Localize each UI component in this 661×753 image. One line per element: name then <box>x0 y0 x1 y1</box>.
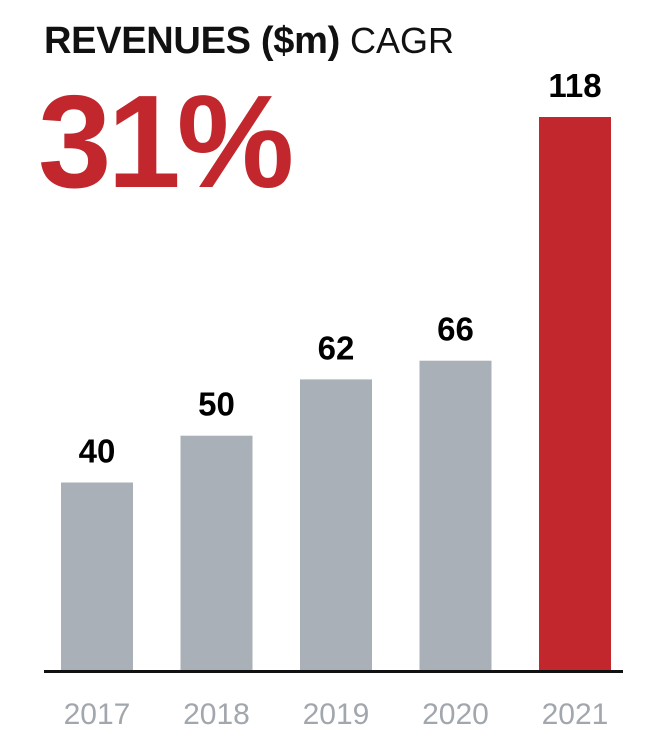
value-label-2018: 50 <box>198 386 235 423</box>
value-label-2019: 62 <box>318 329 355 366</box>
bar-2018 <box>180 435 253 670</box>
x-tick-2017: 2017 <box>64 698 131 731</box>
bar-2020 <box>419 360 492 670</box>
value-label-2020: 66 <box>437 311 474 348</box>
chart-title: REVENUES ($m) CAGR <box>44 20 454 63</box>
title-text: REVENUES ($m) <box>44 20 340 62</box>
subtitle-text: CAGR <box>349 20 454 61</box>
value-label-2021: 118 <box>548 67 601 104</box>
x-tick-2019: 2019 <box>303 698 370 731</box>
bar-2021 <box>539 117 611 670</box>
x-tick-2018: 2018 <box>183 698 250 731</box>
x-tick-2021: 2021 <box>542 698 609 731</box>
bar-2019 <box>300 379 372 670</box>
bar-2017 <box>61 482 133 670</box>
cagr-value: 31% <box>38 68 294 215</box>
value-label-2017: 40 <box>79 433 116 470</box>
x-tick-2020: 2020 <box>422 698 489 731</box>
